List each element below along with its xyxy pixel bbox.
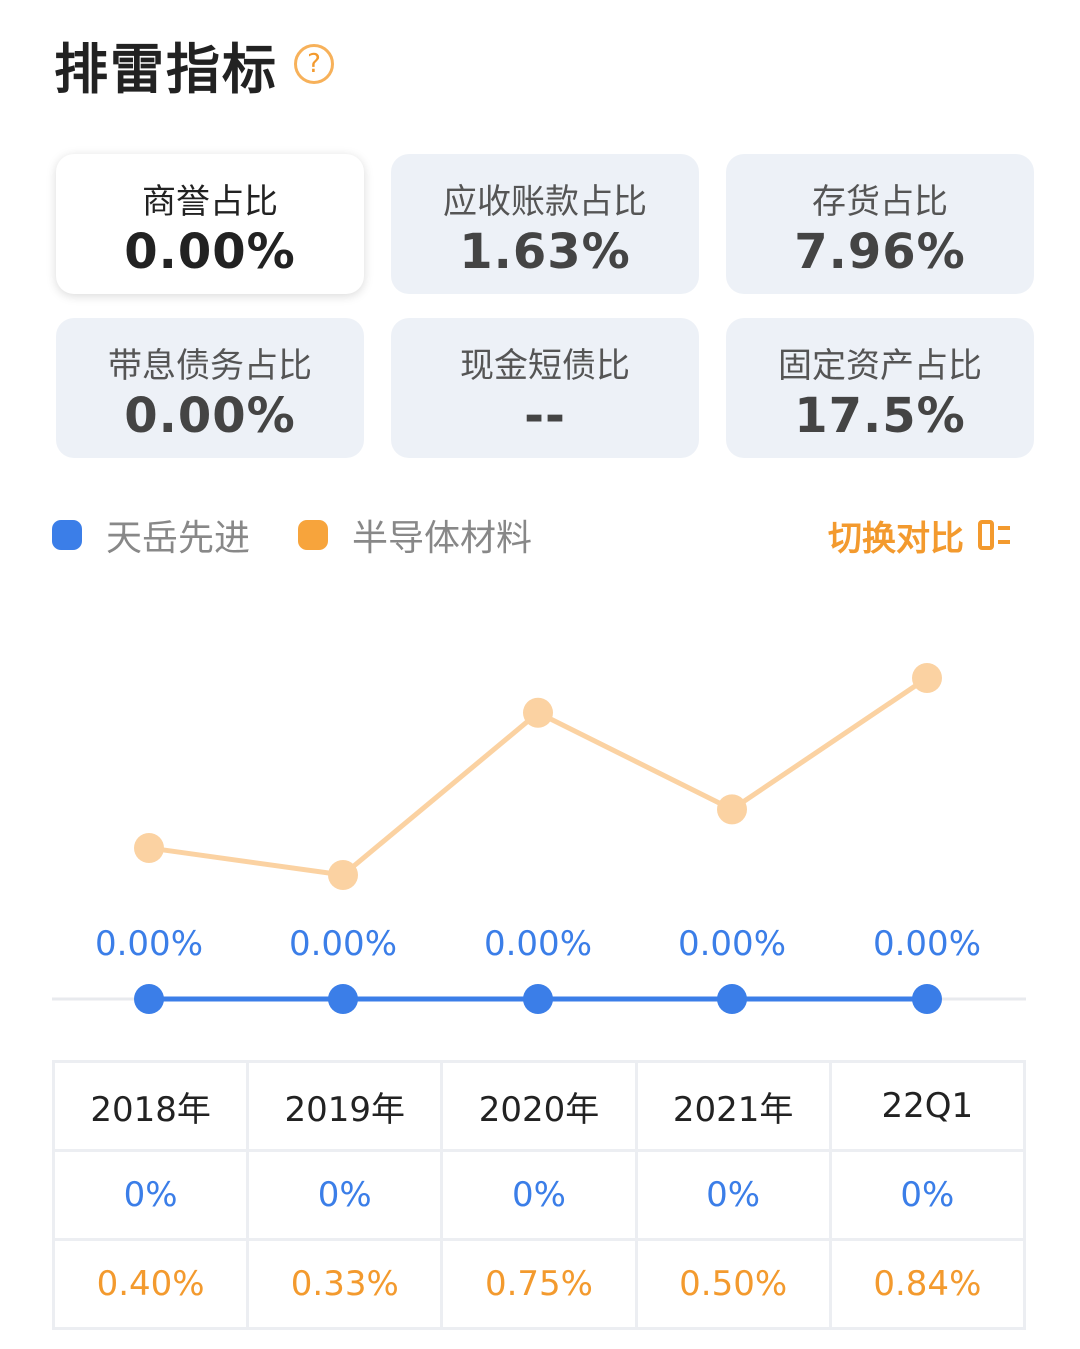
company-cell: 0% [440,1149,638,1241]
chart-legend: 天岳先进 半导体材料 切换对比 [52,510,1012,560]
industry-point [523,697,553,728]
industry-point [134,832,164,863]
company-point [134,984,164,1014]
metric-value: 1.63% [459,224,631,280]
industry-point [717,794,747,825]
orange-dot-icon [298,520,328,550]
industry-cell: 0.84% [828,1238,1027,1330]
company-data-label: 0.00% [484,924,592,964]
header: 排雷指标 ? [54,28,334,101]
industry-cell: 0.40% [51,1238,250,1330]
metric-card-inventory[interactable]: 存货占比 7.96% [726,154,1034,294]
company-cell: 0% [51,1149,250,1241]
metric-label: 商誉占比 [142,182,278,222]
industry-cell: 0.33% [246,1238,444,1330]
blue-dot-icon [52,520,82,550]
metric-value: 17.5% [794,388,966,444]
company-cell: 0% [246,1149,444,1241]
company-data-label: 0.00% [678,924,786,964]
switch-compare-label: 切换对比 [828,518,964,559]
industry-cell: 0.75% [440,1238,638,1330]
legend-item-industry: 半导体材料 [298,510,532,560]
table-row-industry: 0.40% 0.33% 0.75% 0.50% 0.84% [51,1238,1027,1330]
metric-card-receivables[interactable]: 应收账款占比 1.63% [391,154,699,294]
table-row-company: 0% 0% 0% 0% 0% [51,1149,1027,1241]
metric-card-interest-debt[interactable]: 带息债务占比 0.00% [56,318,364,458]
line-chart: 0.00% 0.00% 0.00% 0.00% 0.00% [0,560,1080,1040]
metric-label: 应收账款占比 [443,182,647,222]
industry-point [912,663,942,693]
company-point [523,984,553,1014]
legend-label-industry: 半导体材料 [352,518,533,559]
page-title: 排雷指标 [54,37,278,101]
company-point [912,984,942,1014]
metric-label: 现金短债比 [460,346,630,386]
metric-value: -- [524,388,566,444]
industry-cell: 0.50% [634,1238,832,1330]
data-table: 2018年 2019年 2020年 2021年 22Q1 0% 0% 0% 0%… [51,1060,1027,1330]
company-cell: 0% [634,1149,832,1241]
chart-svg: 0.00% 0.00% 0.00% 0.00% 0.00% [52,663,1026,1014]
industry-point [328,860,358,890]
metric-card-goodwill[interactable]: 商誉占比 0.00% [56,154,364,294]
switch-icon [978,518,1012,552]
company-data-label: 0.00% [873,924,981,964]
metric-label: 固定资产占比 [778,346,982,386]
switch-compare-button[interactable]: 切换对比 [828,510,1012,560]
header-cell: 22Q1 [828,1060,1027,1152]
metric-card-fixed-assets[interactable]: 固定资产占比 17.5% [726,318,1034,458]
company-point [717,984,747,1014]
legend-item-company: 天岳先进 [52,510,250,560]
header-cell: 2018年 [51,1060,250,1152]
company-data-label: 0.00% [289,924,397,964]
header-cell: 2021年 [634,1060,832,1152]
legend-label-company: 天岳先进 [106,518,251,559]
metric-value: 0.00% [124,388,296,444]
table-header-row: 2018年 2019年 2020年 2021年 22Q1 [51,1060,1027,1152]
metric-label: 存货占比 [812,182,948,222]
metric-card-cash-short-debt[interactable]: 现金短债比 -- [391,318,699,458]
company-point [328,984,358,1014]
header-cell: 2020年 [440,1060,638,1152]
company-data-label: 0.00% [95,924,203,964]
header-cell: 2019年 [246,1060,444,1152]
question-circle-icon[interactable]: ? [294,44,334,84]
metric-value: 7.96% [794,224,966,280]
company-cell: 0% [828,1149,1027,1241]
metric-label: 带息债务占比 [108,346,312,386]
metric-value: 0.00% [124,224,296,280]
